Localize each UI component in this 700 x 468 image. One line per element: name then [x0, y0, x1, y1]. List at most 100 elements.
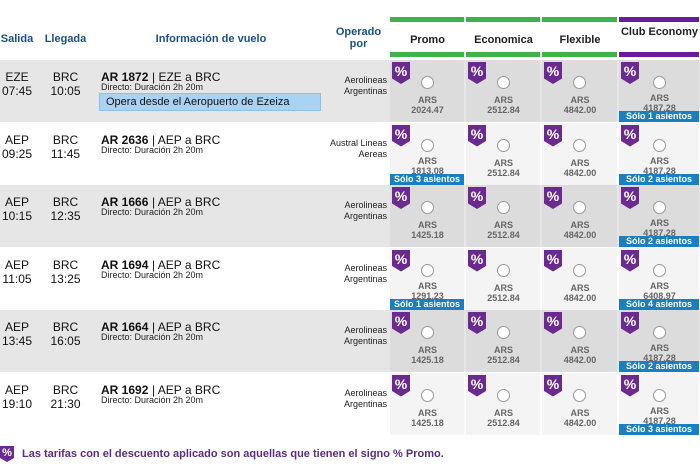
duration: Directo: Duración 2h 20m: [101, 207, 204, 217]
fare-currency: ARS: [493, 157, 513, 168]
promo-badge: %: [544, 374, 562, 397]
arrival: 16:05: [50, 334, 81, 348]
fare-radio[interactable]: [496, 326, 510, 339]
fare-radio[interactable]: [573, 76, 586, 89]
fare-amount: 1425.18: [411, 230, 444, 240]
fare-radio[interactable]: [652, 263, 666, 277]
fare-amount: 4842.00: [563, 292, 597, 303]
column-header: Economica: [474, 34, 533, 46]
fare-currency: ARS: [493, 282, 513, 293]
header-bar: [542, 17, 617, 22]
header-bar: [390, 52, 464, 57]
fare-currency: ARS: [570, 345, 590, 355]
route: | AEP a BRC: [152, 257, 221, 272]
promo-badge: %: [392, 124, 410, 147]
fare-radio[interactable]: [496, 201, 510, 214]
fare-radio[interactable]: [420, 138, 434, 152]
seats-label: Sólo 1 asientos: [390, 298, 464, 310]
fare-radio[interactable]: [573, 326, 586, 339]
seats-label: Sólo 3 asientos: [390, 173, 464, 185]
fare-radio[interactable]: [496, 138, 510, 152]
fare-radio[interactable]: [652, 201, 666, 214]
fare-amount: 4842.00: [563, 417, 597, 428]
column-header: Promo: [410, 34, 445, 46]
fare-radio[interactable]: [420, 263, 434, 277]
fare-currency: ARS: [570, 95, 590, 105]
fare-radio[interactable]: [652, 388, 666, 402]
fare-radio[interactable]: [420, 388, 434, 402]
promo-badge: %: [392, 312, 410, 334]
column-header: Salida: [0, 33, 34, 45]
fare-radio[interactable]: [496, 263, 510, 277]
fare-amount: 2512.84: [487, 105, 520, 115]
fare-currency: ARS: [649, 218, 669, 228]
promo-badge: %: [621, 249, 639, 272]
fare-radio[interactable]: [573, 388, 586, 402]
header-bar: [390, 17, 464, 22]
destination: BRC: [52, 70, 79, 84]
fare-amount: 4187.28: [643, 103, 676, 113]
header-bar: [619, 17, 699, 22]
fare-radio[interactable]: [652, 138, 666, 152]
fare-radio[interactable]: [496, 76, 510, 89]
fare-amount: 4842.00: [563, 167, 597, 178]
origin: EZE: [5, 70, 29, 84]
fare-radio[interactable]: [420, 201, 434, 214]
column-header: Llegada: [44, 33, 87, 45]
promo-badge: %: [392, 374, 410, 397]
origin: AEP: [4, 195, 29, 209]
fare-radio[interactable]: [496, 388, 510, 402]
route: | AEP a BRC: [152, 195, 221, 209]
fare-currency: ARS: [493, 407, 513, 418]
fare-amount: 2512.84: [487, 167, 520, 178]
fare-radio[interactable]: [652, 76, 666, 89]
fare-currency: ARS: [417, 345, 437, 355]
arrival: 11:45: [50, 146, 81, 161]
route: | AEP a BRC: [152, 132, 221, 147]
fare-currency: ARS: [649, 93, 669, 103]
fare-currency: ARS: [493, 95, 513, 105]
promo-badge: %: [468, 249, 486, 272]
route: | EZE a BRC: [152, 70, 221, 84]
destination: BRC: [52, 257, 79, 272]
promo-badge: %: [468, 374, 486, 397]
fare-currency: ARS: [649, 405, 669, 416]
operator: Aerolineas Argentinas: [343, 75, 387, 96]
arrival: 13:25: [50, 271, 81, 286]
promo-badge: %: [468, 124, 486, 147]
fare-currency: ARS: [649, 343, 669, 353]
fare-radio[interactable]: [652, 326, 666, 339]
fare-radio[interactable]: [420, 326, 434, 339]
origin: AEP: [4, 320, 29, 334]
arrival: 10:05: [50, 84, 81, 98]
destination: BRC: [52, 320, 79, 334]
origin: AEP: [4, 257, 29, 272]
promo-badge: %: [468, 187, 486, 209]
footer-badge: %: [0, 446, 14, 462]
promo-badge: %: [544, 312, 562, 334]
departure: 19:10: [1, 396, 33, 411]
column-header: Club Economy: [620, 26, 698, 38]
seats-label: Sólo 2 asientos: [619, 361, 699, 372]
fare-radio[interactable]: [420, 76, 434, 89]
flight-number: AR 1666: [101, 195, 149, 209]
fare-radio[interactable]: [573, 263, 586, 277]
promo-badge: %: [392, 249, 410, 272]
promo-badge: %: [621, 374, 639, 397]
promo-badge: %: [544, 249, 562, 272]
fare-amount: 1291.23: [411, 290, 444, 301]
promo-badge: %: [468, 62, 486, 84]
fare-amount: 1425.18: [411, 355, 444, 365]
fare-currency: ARS: [493, 220, 513, 230]
fare-currency: ARS: [417, 220, 437, 230]
promo-badge: %: [392, 62, 410, 84]
fare-currency: ARS: [417, 407, 437, 418]
fare-radio[interactable]: [573, 138, 586, 152]
departure: 09:25: [1, 146, 33, 161]
fare-radio[interactable]: [573, 201, 586, 214]
operator: Aerolineas Argentinas: [343, 387, 387, 409]
destination: BRC: [52, 195, 79, 209]
duration: Directo: Duración 2h 20m: [101, 82, 204, 92]
operator: Aerolineas Argentinas: [343, 200, 387, 221]
